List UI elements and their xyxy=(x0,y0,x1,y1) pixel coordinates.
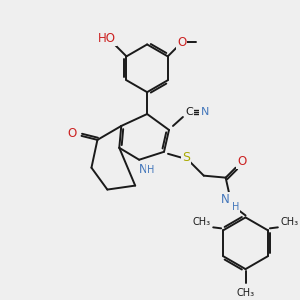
Text: N: N xyxy=(201,107,209,117)
Text: O: O xyxy=(237,155,246,168)
Text: H: H xyxy=(232,202,239,212)
Text: CH₃: CH₃ xyxy=(281,218,299,227)
Text: N: N xyxy=(221,193,230,206)
Text: O: O xyxy=(177,36,186,49)
Text: O: O xyxy=(67,128,76,140)
Text: S: S xyxy=(182,151,190,164)
Text: C: C xyxy=(185,107,193,117)
Text: HO: HO xyxy=(98,32,116,45)
Text: H: H xyxy=(147,165,155,175)
Text: CH₃: CH₃ xyxy=(236,288,255,298)
Text: CH₃: CH₃ xyxy=(192,218,210,227)
Text: N: N xyxy=(139,163,148,176)
